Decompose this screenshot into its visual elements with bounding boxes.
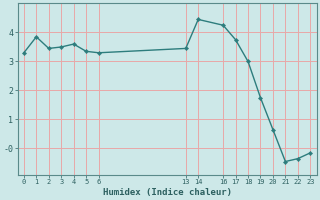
X-axis label: Humidex (Indice chaleur): Humidex (Indice chaleur) [103,188,232,197]
